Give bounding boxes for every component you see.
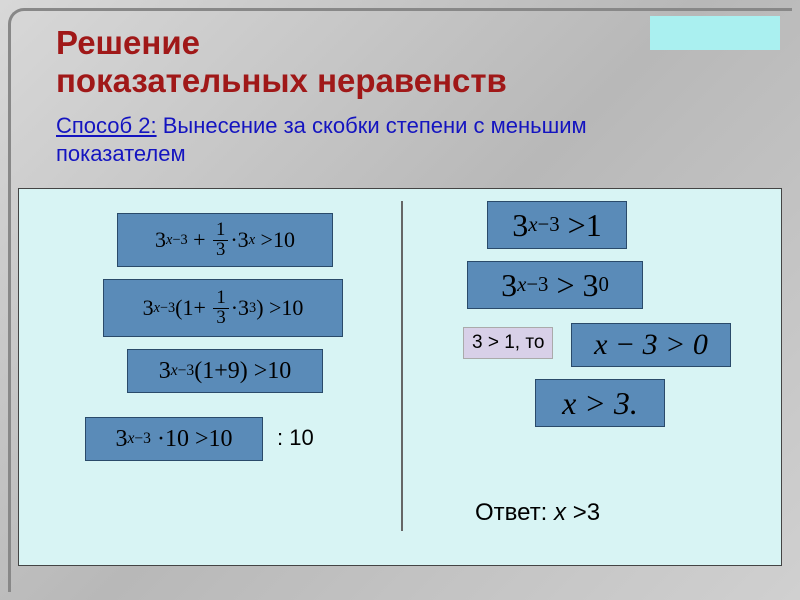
equation-right-1: 3x−3 >1 [487, 201, 627, 249]
corner-accent-box [650, 16, 780, 50]
equation-left-3: 3x−3(1+9) >10 [127, 349, 323, 393]
slide-title: Решение показательных неравенств [56, 24, 507, 100]
equation-left-2: 3x−3(1+ 13·33) >10 [103, 279, 343, 337]
answer-line: Ответ: х >3 [475, 499, 600, 527]
base-greater-than-one-note: 3 > 1, то [463, 327, 553, 359]
equation-left-1: 3x−3 + 13·3x >10 [117, 213, 333, 267]
answer-var: х [554, 499, 566, 526]
equation-right-2: 3x−3 > 30 [467, 261, 643, 309]
title-line-2: показательных неравенств [56, 62, 507, 99]
equation-left-4: 3x−3 ·10 >10 [85, 417, 263, 461]
answer-prefix: Ответ: [475, 499, 554, 526]
vertical-divider [401, 201, 403, 531]
equation-right-3: x − 3 > 0 [571, 323, 731, 367]
method-label: Способ 2: [56, 113, 157, 138]
content-panel: 3x−3 + 13·3x >10 3x−3(1+ 13·33) >10 3x−3… [18, 188, 782, 566]
divide-by-10-label: : 10 [277, 425, 314, 451]
equation-right-4: x > 3. [535, 379, 665, 427]
title-line-1: Решение [56, 24, 200, 61]
slide-subtitle: Способ 2: Вынесение за скобки степени с … [56, 112, 696, 167]
answer-rest: >3 [566, 499, 600, 526]
